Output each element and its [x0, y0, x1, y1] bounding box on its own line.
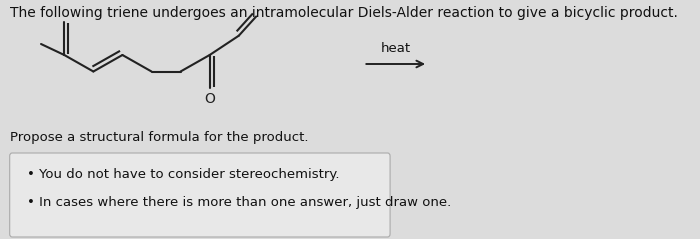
FancyBboxPatch shape	[10, 153, 390, 237]
Text: • You do not have to consider stereochemistry.: • You do not have to consider stereochem…	[27, 168, 340, 181]
Text: The following triene undergoes an intramolecular Diels-Alder reaction to give a : The following triene undergoes an intram…	[10, 6, 678, 20]
Text: O: O	[204, 92, 215, 106]
Text: Propose a structural formula for the product.: Propose a structural formula for the pro…	[10, 131, 308, 144]
Text: • In cases where there is more than one answer, just draw one.: • In cases where there is more than one …	[27, 196, 451, 209]
Text: heat: heat	[381, 42, 411, 55]
